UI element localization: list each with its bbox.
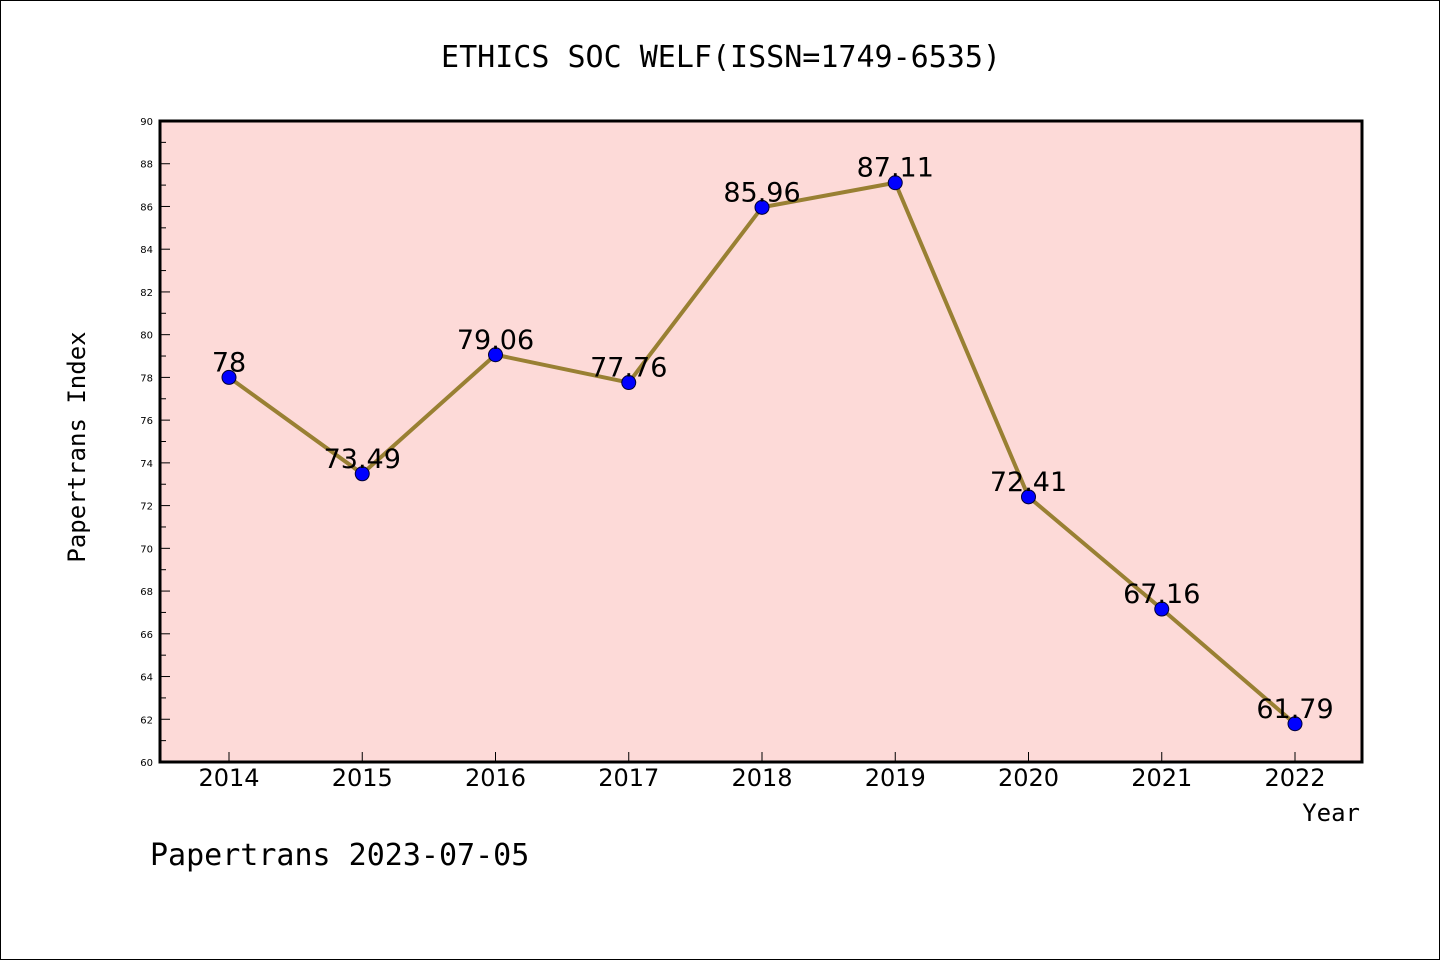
plot-border bbox=[158, 119, 1364, 764]
x-tick-label: 2022 bbox=[1264, 764, 1325, 792]
data-label: 67.16 bbox=[1123, 579, 1200, 610]
y-tick-label: 62 bbox=[140, 715, 153, 726]
x-tick-label: 2017 bbox=[598, 764, 659, 792]
y-tick-label: 64 bbox=[140, 673, 153, 684]
data-label: 73.49 bbox=[324, 444, 401, 475]
y-tick-label: 82 bbox=[140, 288, 153, 299]
x-tick-label: 2019 bbox=[865, 764, 926, 792]
y-tick-label: 72 bbox=[140, 502, 153, 513]
data-point bbox=[1287, 716, 1303, 732]
data-point bbox=[1021, 489, 1036, 505]
plot-area bbox=[160, 121, 1362, 762]
y-tick-label: 90 bbox=[140, 117, 153, 128]
data-label: 77.76 bbox=[590, 353, 667, 384]
data-point bbox=[621, 375, 637, 391]
data-label: 78 bbox=[212, 347, 246, 378]
data-point bbox=[1154, 601, 1170, 617]
y-tick-label: 84 bbox=[140, 245, 153, 256]
x-axis-label: Year bbox=[1302, 799, 1360, 827]
chart-title: ETHICS SOC WELF(ISSN=1749-6535) bbox=[441, 40, 1001, 75]
x-tick-label: 2015 bbox=[332, 764, 393, 792]
footer-source-date: Papertrans 2023-07-05 bbox=[150, 838, 529, 873]
series-markers bbox=[221, 175, 1303, 732]
x-tick-label: 2014 bbox=[198, 764, 259, 792]
data-point bbox=[354, 466, 370, 482]
y-tick-label: 74 bbox=[140, 459, 153, 470]
data-point bbox=[221, 369, 237, 385]
y-tick-label: 70 bbox=[140, 544, 153, 555]
x-tick-label: 2021 bbox=[1131, 764, 1192, 792]
data-label: 79.06 bbox=[457, 325, 534, 356]
y-tick-label: 60 bbox=[140, 758, 153, 769]
y-tick-label: 88 bbox=[140, 160, 153, 171]
data-point bbox=[887, 175, 903, 191]
x-axis: 2014 2015 2016 2017 2018 2019 2020 2021 2022 bbox=[198, 752, 1326, 792]
data-label: 87.11 bbox=[857, 153, 934, 184]
data-label: 61.79 bbox=[1256, 694, 1333, 725]
y-tick-label: 80 bbox=[140, 331, 153, 342]
y-tick-label: 78 bbox=[140, 373, 153, 384]
data-point bbox=[754, 199, 770, 215]
y-axis: 60 62 64 66 68 70 72 74 76 78 80 82 84 86 88 90 bbox=[140, 117, 170, 769]
y-tick-label: 66 bbox=[140, 630, 153, 641]
x-tick-label: 2018 bbox=[731, 764, 792, 792]
data-labels: 78 73.49 79.06 77.76 85.96 87.11 72.41 67.16 61.… bbox=[212, 153, 1334, 725]
x-tick-label: 2020 bbox=[998, 764, 1059, 792]
data-label: 85.96 bbox=[723, 177, 800, 208]
y-tick-label: 76 bbox=[140, 416, 153, 427]
data-point bbox=[488, 347, 503, 363]
y-tick-label: 86 bbox=[140, 202, 153, 213]
y-tick-label: 68 bbox=[140, 587, 153, 598]
data-label: 72.41 bbox=[990, 467, 1067, 498]
y-axis-label: Papertrans Index bbox=[63, 331, 91, 562]
x-tick-label: 2016 bbox=[465, 764, 526, 792]
